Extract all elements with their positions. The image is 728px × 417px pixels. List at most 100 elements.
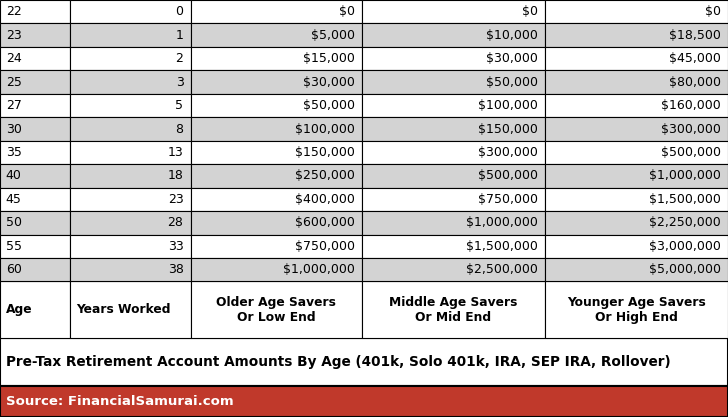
Text: $300,000: $300,000 [478,146,538,159]
Text: $2,500,000: $2,500,000 [466,263,538,276]
Text: $100,000: $100,000 [295,123,355,136]
Bar [0,117,70,141]
Bar [545,117,728,141]
Text: $500,000: $500,000 [661,146,721,159]
Text: $600,000: $600,000 [295,216,355,229]
Bar [545,188,728,211]
Text: $45,000: $45,000 [669,52,721,65]
Text: $250,000: $250,000 [295,169,355,182]
Bar [191,23,362,47]
Bar [191,141,362,164]
Text: 33: 33 [167,240,183,253]
Bar [191,211,362,234]
Bar [0,94,70,117]
Bar [0,386,728,417]
Bar [0,164,70,188]
Bar [191,188,362,211]
Bar [191,94,362,117]
Bar [0,23,70,47]
Text: 30: 30 [6,123,22,136]
Bar [70,234,191,258]
Text: $2,250,000: $2,250,000 [649,216,721,229]
Bar [545,258,728,281]
Text: 38: 38 [167,263,183,276]
Bar [0,338,728,386]
Text: $1,000,000: $1,000,000 [649,169,721,182]
Text: $750,000: $750,000 [478,193,538,206]
Text: $100,000: $100,000 [478,99,538,112]
Bar [191,234,362,258]
Bar [70,0,191,23]
Text: $160,000: $160,000 [661,99,721,112]
Bar [362,94,545,117]
Text: $80,000: $80,000 [669,75,721,88]
Bar [70,94,191,117]
Text: 0: 0 [175,5,183,18]
Bar [191,47,362,70]
Bar [70,23,191,47]
Bar [545,94,728,117]
Text: $400,000: $400,000 [295,193,355,206]
Bar [0,141,70,164]
Text: 60: 60 [6,263,22,276]
Bar [545,70,728,94]
Bar [362,70,545,94]
Text: 22: 22 [6,5,22,18]
Bar [362,47,545,70]
Text: 1: 1 [175,29,183,42]
Text: Age: Age [6,303,33,316]
Text: 27: 27 [6,99,22,112]
Bar [70,258,191,281]
Text: Middle Age Savers
Or Mid End: Middle Age Savers Or Mid End [389,296,518,324]
Text: 55: 55 [6,240,22,253]
Bar [70,188,191,211]
Bar [545,0,728,23]
Bar [70,211,191,234]
Text: $150,000: $150,000 [478,123,538,136]
Text: $150,000: $150,000 [295,146,355,159]
Text: 35: 35 [6,146,22,159]
Bar [545,281,728,338]
Bar [70,117,191,141]
Text: $3,000,000: $3,000,000 [649,240,721,253]
Bar [70,70,191,94]
Bar [362,281,545,338]
Bar [0,70,70,94]
Text: Pre-Tax Retirement Account Amounts By Age (401k, Solo 401k, IRA, SEP IRA, Rollov: Pre-Tax Retirement Account Amounts By Ag… [6,355,670,369]
Bar [362,234,545,258]
Bar [362,164,545,188]
Text: $5,000: $5,000 [311,29,355,42]
Text: $50,000: $50,000 [486,75,538,88]
Text: 25: 25 [6,75,22,88]
Bar [70,281,191,338]
Bar [0,258,70,281]
Text: $18,500: $18,500 [669,29,721,42]
Text: $1,500,000: $1,500,000 [649,193,721,206]
Text: $1,500,000: $1,500,000 [466,240,538,253]
Bar [0,234,70,258]
Text: $30,000: $30,000 [303,75,355,88]
Text: 2: 2 [175,52,183,65]
Text: Years Worked: Years Worked [76,303,170,316]
Bar [362,0,545,23]
Text: $0: $0 [339,5,355,18]
Text: $10,000: $10,000 [486,29,538,42]
Text: 13: 13 [167,146,183,159]
Bar [191,0,362,23]
Text: $15,000: $15,000 [303,52,355,65]
Text: $0: $0 [522,5,538,18]
Bar [362,211,545,234]
Bar [191,117,362,141]
Bar [545,141,728,164]
Bar [191,70,362,94]
Text: 24: 24 [6,52,22,65]
Bar [545,47,728,70]
Bar [545,234,728,258]
Text: $1,000,000: $1,000,000 [466,216,538,229]
Bar [70,141,191,164]
Text: $30,000: $30,000 [486,52,538,65]
Text: $500,000: $500,000 [478,169,538,182]
Text: 8: 8 [175,123,183,136]
Text: Source: FinancialSamurai.com: Source: FinancialSamurai.com [6,395,234,408]
Text: 3: 3 [175,75,183,88]
